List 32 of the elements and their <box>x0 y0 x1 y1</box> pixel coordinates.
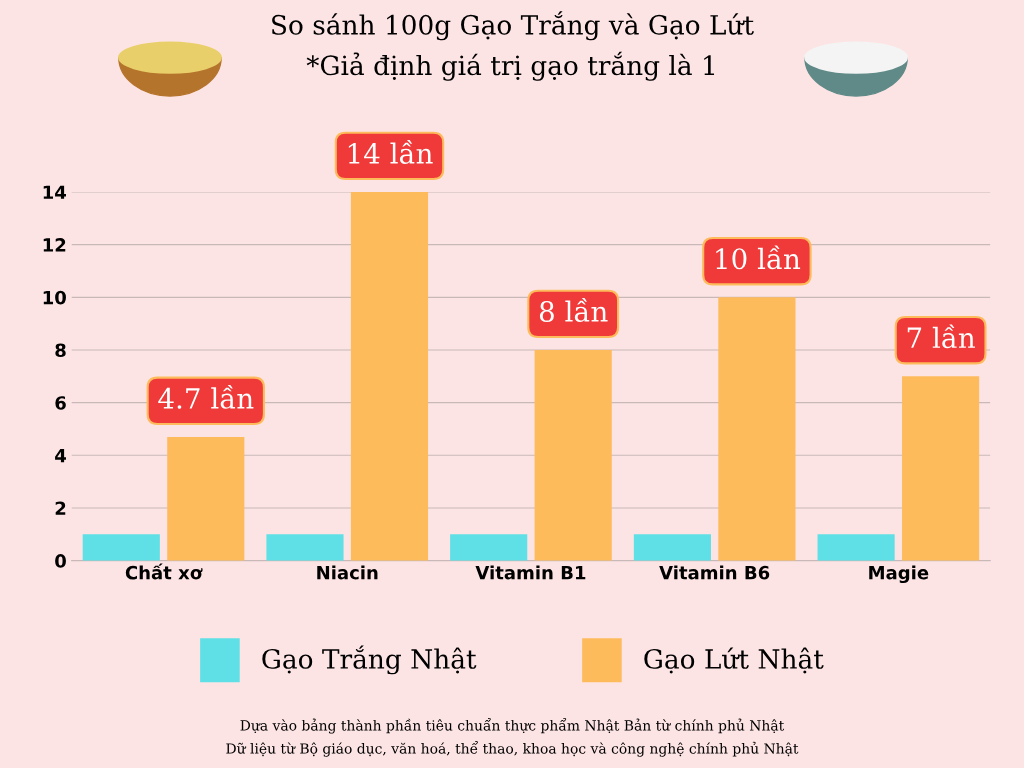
chart-title: So sánh 100g Gạo Trắng và Gạo Lứt *Giả định giá trị gạo trắng là 1 <box>272 11 754 81</box>
data-label: 10 lần <box>716 245 801 270</box>
y-tick-label: 12 <box>43 238 66 252</box>
legend-label: Gạo Lứt Nhật <box>644 647 824 674</box>
x-tick-label: Vitamin B1 <box>475 565 586 580</box>
y-tick-label: 8 <box>55 343 66 358</box>
bar <box>350 192 429 561</box>
bar <box>534 349 612 561</box>
bar <box>82 534 160 561</box>
y-tick-label: 14 <box>43 185 66 199</box>
bar <box>167 436 245 561</box>
y-tick-label: 6 <box>55 396 66 410</box>
bar <box>718 297 796 561</box>
data-label: 14 lần <box>348 140 433 164</box>
bar <box>902 376 980 561</box>
y-tick-label: 10 <box>43 290 66 305</box>
bar <box>633 534 711 561</box>
legend-label: Gạo Trắng Nhật <box>262 645 477 675</box>
data-label: 7 lần <box>907 324 975 349</box>
y-tick-label: 0 <box>55 554 66 568</box>
x-tick-label: Chất xơ <box>125 563 203 580</box>
y-tick-label: 4 <box>55 449 66 463</box>
data-label: 8 lần <box>539 298 608 322</box>
bar <box>817 534 895 561</box>
text: Dựa vào bảng thành phần tiêu chuẩn thực phẩm Nhật Bản từ chính phủ Nhật Dữ liệu từ Bộ giáo dục, văn hoá, thể thao, khoa học và công nghệ chính phủ Nhật <box>226 717 799 757</box>
x-tick-label: Niacin <box>317 565 378 580</box>
bar <box>266 534 344 561</box>
x-tick-label: Vitamin B6 <box>659 565 770 580</box>
y-tick-label: 2 <box>55 501 66 515</box>
data-label: 4.7 lần <box>158 384 254 409</box>
bar <box>450 534 528 561</box>
x-tick-label: Magie <box>869 565 929 584</box>
